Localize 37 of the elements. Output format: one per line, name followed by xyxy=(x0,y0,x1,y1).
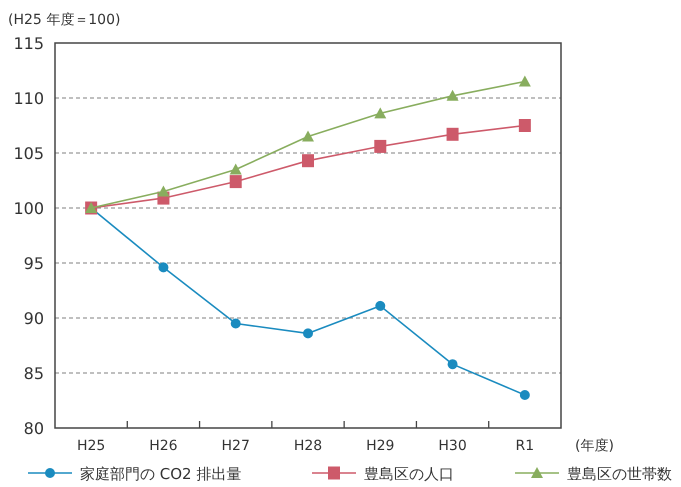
legend-label: 豊島区の人口 xyxy=(364,465,454,483)
x-tick-label: R1 xyxy=(516,438,534,454)
x-tick-label: H28 xyxy=(294,438,322,454)
x-tick-label: H27 xyxy=(222,438,250,454)
y-tick-label: 105 xyxy=(13,144,44,163)
x-tick-label: H25 xyxy=(76,438,106,454)
point xyxy=(374,107,386,118)
point xyxy=(374,140,386,153)
y-tick-label: 100 xyxy=(13,199,44,218)
point xyxy=(230,318,241,328)
point xyxy=(303,328,313,338)
y-tick-label: 90 xyxy=(24,309,44,328)
legend-label: 家庭部門の CO2 排出量 xyxy=(80,465,242,483)
point xyxy=(230,175,242,188)
point xyxy=(448,359,458,370)
y-tick-label: 95 xyxy=(24,254,44,273)
point xyxy=(520,390,530,400)
point xyxy=(446,128,459,141)
point xyxy=(230,164,242,174)
point xyxy=(302,154,314,168)
y-tick-label: 80 xyxy=(24,419,44,438)
point xyxy=(157,186,170,196)
point xyxy=(446,90,459,101)
point xyxy=(518,119,531,132)
x-tick-label: H29 xyxy=(366,438,394,454)
point xyxy=(518,76,531,86)
point xyxy=(302,130,314,142)
y-axis-title: (H25 年度＝100) xyxy=(8,12,120,28)
x-axis-title: (年度) xyxy=(575,438,614,454)
point xyxy=(158,262,168,272)
point xyxy=(375,300,386,311)
legend-label: 豊島区の世帯数 xyxy=(567,465,672,483)
x-tick-label: H26 xyxy=(149,438,178,454)
y-tick-label: 85 xyxy=(24,364,44,383)
y-tick-label: 110 xyxy=(13,89,44,108)
y-tick-label: 115 xyxy=(13,34,44,53)
x-tick-label: H30 xyxy=(438,438,467,454)
